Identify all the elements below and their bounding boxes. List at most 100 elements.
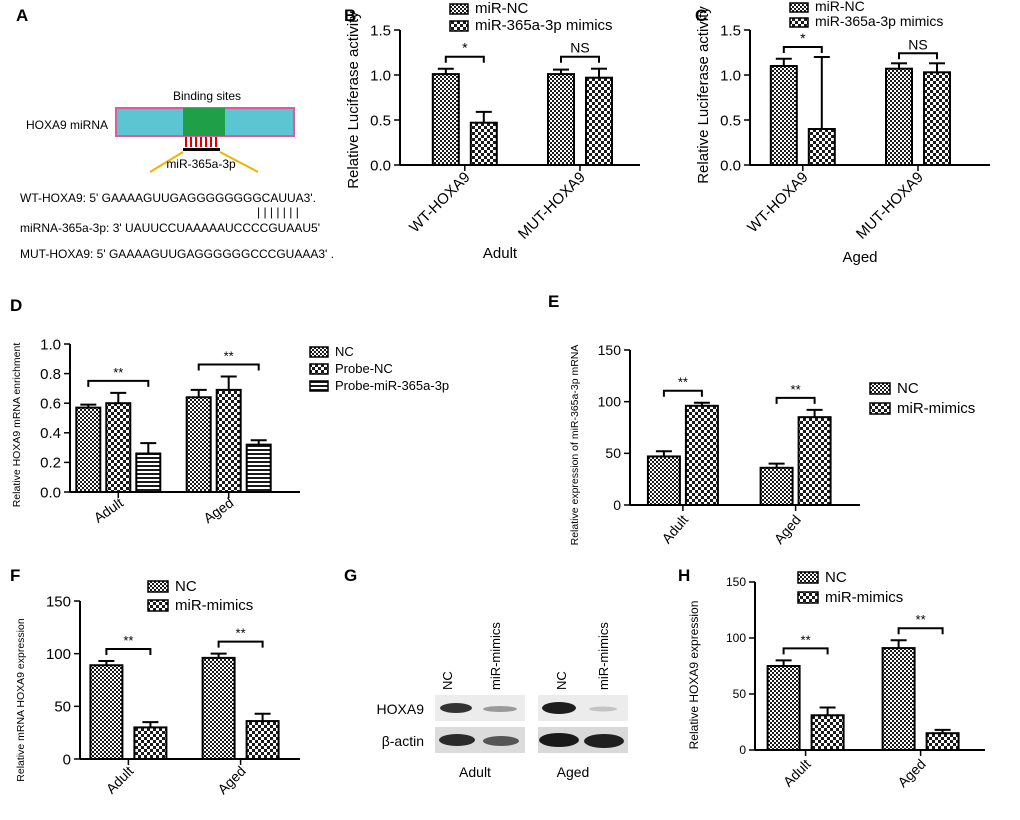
y-tick-label: 50 xyxy=(605,445,621,461)
bar xyxy=(766,665,801,751)
legend-label: NC xyxy=(335,344,354,359)
legend-label: miR-mimics xyxy=(897,400,975,417)
legend-swatch xyxy=(449,3,469,15)
panel-letter-h: H xyxy=(678,566,691,585)
significance-bracket xyxy=(775,396,816,404)
panel-letter-d: D xyxy=(10,296,23,315)
y-tick-label: 50 xyxy=(54,699,71,716)
significance-label: ** xyxy=(801,632,811,647)
legend-label: Probe-NC xyxy=(335,361,393,376)
x-tick-label: Aged xyxy=(214,763,248,797)
y-tick-label: 0 xyxy=(613,497,621,513)
significance-label: * xyxy=(462,40,468,56)
bar xyxy=(547,73,575,166)
panel-letter-c: C xyxy=(695,6,708,25)
y-tick-label: 1.0 xyxy=(370,67,391,84)
bar xyxy=(201,656,236,760)
western-blot: NC miR-mimics NC miR-mimics HOXA9 β-acti… xyxy=(377,622,628,780)
panel-letter-g: G xyxy=(344,566,358,585)
chart-c: 0.0 0.5 1.0 1.5 Relative Luciferase activity… xyxy=(695,0,990,266)
legend-swatch xyxy=(797,591,819,604)
y-tick-label: 0.0 xyxy=(720,157,741,174)
bar xyxy=(797,416,832,506)
lane-label-3: NC xyxy=(554,671,569,690)
x-tick-label: Aged xyxy=(771,512,804,547)
chart-h: 0 50 100 150 Relative HOXA9 expression Adult *… xyxy=(687,569,985,790)
x-tick-label: Adult xyxy=(91,494,126,525)
bar xyxy=(925,732,960,751)
band-actin-aged-mimics xyxy=(584,734,624,748)
y-axis-label: Relative expression of miR-365a-3p mRNA xyxy=(569,345,581,546)
significance-label: ** xyxy=(916,612,926,627)
bar xyxy=(245,720,280,760)
y-tick-label: 0.4 xyxy=(40,425,61,442)
legend-label: Probe-miR-365a-3p xyxy=(335,378,449,393)
significance-bracket xyxy=(444,55,485,63)
y-tick-label: 100 xyxy=(46,646,71,663)
significance-bracket xyxy=(560,55,600,63)
band-hoxa9-aged-nc xyxy=(542,702,576,714)
legend-swatch xyxy=(147,580,169,593)
x-axis-label: Adult xyxy=(483,245,518,262)
row-label-hoxa9: HOXA9 xyxy=(377,701,425,717)
y-axis-label: Relative HOXA9 mRNA enrichment xyxy=(11,343,23,508)
bar xyxy=(431,73,460,166)
panel-letter-f: F xyxy=(10,566,21,585)
y-tick-label: 150 xyxy=(726,575,746,589)
bar xyxy=(923,71,951,166)
panel-a-diagram: Binding sites HOXA9 miRNA miR-365a-3p xyxy=(26,89,295,173)
x-tick-label: MUT-HOXA9 xyxy=(853,169,927,243)
band-hoxa9-adult-mimics xyxy=(483,706,517,712)
mir-bar xyxy=(183,148,220,151)
legend-swatch xyxy=(147,599,169,612)
significance-label: ** xyxy=(113,365,123,380)
legend-label: NC xyxy=(825,569,847,586)
legend-label: miR-365a-3p mimics xyxy=(475,17,613,34)
y-tick-label: 0.0 xyxy=(370,157,391,174)
significance-label: * xyxy=(800,30,806,46)
y-tick-label: 150 xyxy=(46,593,71,610)
y-tick-label: 100 xyxy=(598,394,622,410)
significance-bracket xyxy=(87,379,150,387)
bar xyxy=(769,65,798,166)
y-tick-label: 1.0 xyxy=(720,67,741,84)
legend-swatch xyxy=(869,402,891,415)
y-tick-label: 50 xyxy=(733,687,747,701)
y-tick-label: 100 xyxy=(726,631,746,645)
lane-label-1: NC xyxy=(440,671,455,690)
mut-sequence-line: MUT-HOXA9: 5' GAAAAGUUGAGGGGGGCCCGUAAA3'… xyxy=(20,247,334,261)
x-tick-label: WT-HOXA9 xyxy=(406,169,473,236)
legend-swatch xyxy=(309,346,329,358)
chart-f: 0 50 100 150 Relative mRNA HOXA9 expression A… xyxy=(15,578,300,797)
y-tick-label: 0.0 xyxy=(40,484,61,501)
chart-d: 0.0 0.2 0.4 0.6 0.8 1.0 Relative HOXA9 mRNA en… xyxy=(11,336,449,526)
bar xyxy=(881,647,916,751)
legend-swatch xyxy=(789,17,809,28)
legend-swatch xyxy=(449,20,469,32)
y-axis-label: Relative mRNA HOXA9 expression xyxy=(15,618,27,782)
wt-sequence-line: WT-HOXA9: 5' GAAAAGUUGAGGGGGGGGCAUUA3'. xyxy=(20,191,316,205)
y-tick-label: 1.0 xyxy=(40,336,61,353)
lane-label-4: miR-mimics xyxy=(596,622,611,690)
bar xyxy=(75,406,102,493)
band-actin-aged-nc xyxy=(539,733,579,747)
hoxa9-mirna-label: HOXA9 miRNA xyxy=(26,118,108,132)
group-label-aged: Aged xyxy=(557,764,590,780)
mir-365a-label: miR-365a-3p xyxy=(166,157,236,171)
y-axis-label: Relative HOXA9 expression xyxy=(687,601,701,750)
panel-letter-a: A xyxy=(16,6,29,25)
bar xyxy=(885,67,913,166)
row-label-actin: β-actin xyxy=(382,733,424,749)
band-hoxa9-aged-mimics xyxy=(589,706,617,712)
significance-bracket xyxy=(898,52,938,60)
y-tick-label: 0.8 xyxy=(40,366,61,383)
legend-label: miR-NC xyxy=(475,0,528,17)
significance-label: NS xyxy=(570,40,589,56)
legend-swatch xyxy=(309,363,329,375)
y-tick-label: 1.5 xyxy=(370,22,391,39)
legend-label: miR-mimics xyxy=(175,597,253,614)
x-tick-label: WT-HOXA9 xyxy=(744,169,811,236)
significance-label: NS xyxy=(908,36,927,52)
y-tick-label: 0.5 xyxy=(370,112,391,129)
legend-swatch xyxy=(869,382,891,395)
